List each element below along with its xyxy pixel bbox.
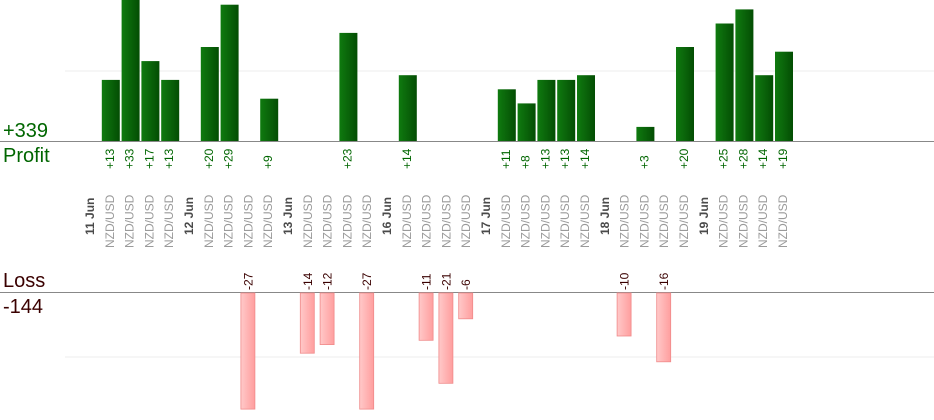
profit-value-label: +13 bbox=[558, 148, 572, 169]
profit-bar bbox=[161, 79, 180, 141]
pair-label: NZD/USD bbox=[558, 194, 572, 248]
pair-label: NZD/USD bbox=[222, 194, 236, 248]
loss-bar bbox=[240, 292, 256, 410]
profit-bar bbox=[200, 47, 219, 141]
profit-value-label: +23 bbox=[340, 148, 354, 169]
pair-label: NZD/USD bbox=[756, 194, 770, 248]
profit-value-label: +13 bbox=[538, 148, 552, 169]
loss-bar bbox=[319, 292, 335, 345]
profit-value-label: +33 bbox=[123, 148, 137, 169]
profit-value-label: +14 bbox=[400, 148, 414, 169]
pair-label: NZD/USD bbox=[578, 194, 592, 248]
profit-value-label: +20 bbox=[202, 148, 216, 169]
date-label: 19 Jun bbox=[697, 197, 711, 235]
loss-total: -144 bbox=[3, 296, 44, 318]
profit-value-label: +13 bbox=[162, 148, 176, 169]
loss-value-label: -27 bbox=[241, 272, 255, 290]
profit-bar bbox=[260, 98, 279, 141]
loss-bar bbox=[458, 292, 474, 320]
profit-value-label: +9 bbox=[261, 155, 275, 169]
loss-value-label: -16 bbox=[657, 272, 671, 290]
profit-value-label: +14 bbox=[756, 148, 770, 169]
pair-label: NZD/USD bbox=[420, 194, 434, 248]
loss-label: Loss bbox=[3, 270, 46, 292]
pair-label: NZD/USD bbox=[776, 194, 790, 248]
profit-value-label: +20 bbox=[677, 148, 691, 169]
loss-bar bbox=[359, 292, 375, 410]
profit-bar bbox=[537, 79, 556, 141]
pair-label: NZD/USD bbox=[261, 194, 275, 248]
pair-label: NZD/USD bbox=[340, 194, 354, 248]
pair-label: NZD/USD bbox=[162, 194, 176, 248]
loss-bar bbox=[418, 292, 434, 341]
profit-value-label: +3 bbox=[637, 155, 651, 169]
pair-label: NZD/USD bbox=[360, 194, 374, 248]
pair-label: NZD/USD bbox=[142, 194, 156, 248]
profit-bar bbox=[577, 75, 595, 141]
loss-value-label: -14 bbox=[301, 272, 315, 290]
loss-value-label: -21 bbox=[439, 272, 453, 290]
profit-bar bbox=[755, 75, 774, 141]
profit-value-label: +8 bbox=[519, 155, 533, 169]
loss-value-label: -10 bbox=[618, 272, 632, 290]
pair-label: NZD/USD bbox=[618, 194, 632, 248]
pair-label: NZD/USD bbox=[123, 194, 137, 248]
profit-value-label: +29 bbox=[222, 148, 236, 169]
date-label: 11 Jun bbox=[83, 198, 97, 235]
date-label: 16 Jun bbox=[380, 197, 394, 235]
profit-bar bbox=[220, 4, 239, 142]
loss-value-label: -27 bbox=[360, 272, 374, 290]
loss-value-label: -12 bbox=[321, 272, 335, 290]
date-label: 12 Jun bbox=[182, 197, 196, 235]
pair-label: NZD/USD bbox=[717, 194, 731, 248]
profit-bar bbox=[497, 89, 516, 141]
pair-label: NZD/USD bbox=[321, 194, 335, 248]
profit-value-label: +14 bbox=[578, 148, 592, 169]
profit-bar bbox=[398, 75, 417, 141]
profit-bar bbox=[636, 126, 655, 141]
pair-label: NZD/USD bbox=[439, 194, 453, 248]
loss-bar bbox=[616, 292, 632, 337]
date-label: 18 Jun bbox=[598, 197, 612, 235]
profit-bar bbox=[339, 32, 358, 141]
profit-bar bbox=[775, 51, 793, 142]
profit-bar bbox=[121, 0, 140, 142]
profit-label: Profit bbox=[3, 145, 50, 167]
pair-label: NZD/USD bbox=[459, 194, 473, 248]
profit-value-label: +11 bbox=[499, 149, 513, 169]
pair-label: NZD/USD bbox=[241, 194, 255, 248]
pair-label: NZD/USD bbox=[301, 194, 315, 248]
pair-label: NZD/USD bbox=[677, 194, 691, 248]
profit-value-label: +13 bbox=[103, 148, 117, 169]
pair-label: NZD/USD bbox=[400, 194, 414, 248]
profit-value-label: +17 bbox=[142, 148, 156, 169]
loss-value-label: -11 bbox=[420, 273, 434, 290]
loss-value-label: -6 bbox=[459, 279, 473, 290]
profit-value-label: +19 bbox=[776, 148, 790, 169]
pair-label: NZD/USD bbox=[637, 194, 651, 248]
pair-label: NZD/USD bbox=[657, 194, 671, 248]
profit-bar bbox=[101, 79, 120, 141]
profit-bar bbox=[141, 61, 160, 141]
pair-label: NZD/USD bbox=[538, 194, 552, 248]
profit-bar bbox=[557, 79, 576, 141]
pair-label: NZD/USD bbox=[519, 194, 533, 248]
profit-bar bbox=[735, 9, 754, 142]
profit-value-label: +28 bbox=[736, 148, 750, 169]
pair-label: NZD/USD bbox=[499, 194, 513, 248]
profit-bar bbox=[676, 47, 694, 141]
profit-total: +339 bbox=[3, 120, 49, 142]
loss-bar bbox=[299, 292, 315, 354]
profit-value-label: +25 bbox=[717, 148, 731, 169]
loss-bar bbox=[656, 292, 672, 363]
profit-bar bbox=[715, 23, 734, 141]
pair-label: NZD/USD bbox=[736, 194, 750, 248]
pair-label: NZD/USD bbox=[103, 194, 117, 248]
pair-label: NZD/USD bbox=[202, 194, 216, 248]
profit-bar bbox=[517, 103, 536, 141]
date-label: 13 Jun bbox=[281, 197, 295, 235]
date-label: 17 Jun bbox=[479, 197, 493, 235]
loss-bar bbox=[438, 292, 454, 384]
